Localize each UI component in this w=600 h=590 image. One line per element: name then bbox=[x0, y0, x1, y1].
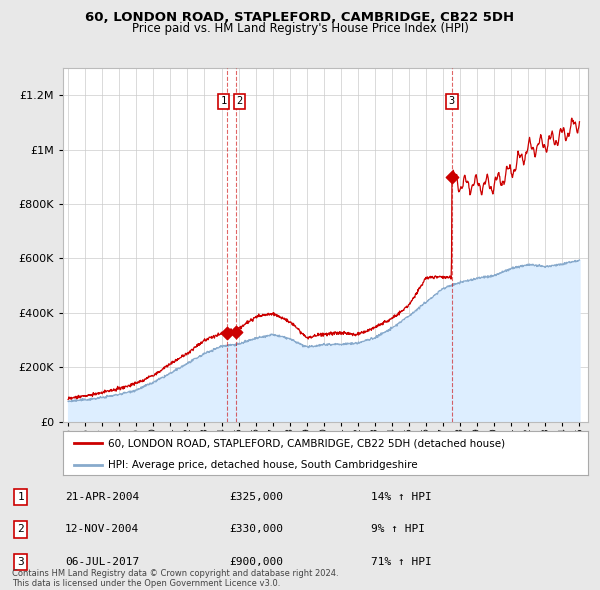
Text: HPI: Average price, detached house, South Cambridgeshire: HPI: Average price, detached house, Sout… bbox=[107, 460, 417, 470]
Text: 12-NOV-2004: 12-NOV-2004 bbox=[65, 525, 139, 535]
Text: £330,000: £330,000 bbox=[229, 525, 283, 535]
Point bbox=[447, 172, 457, 182]
Text: 60, LONDON ROAD, STAPLEFORD, CAMBRIDGE, CB22 5DH (detached house): 60, LONDON ROAD, STAPLEFORD, CAMBRIDGE, … bbox=[107, 438, 505, 448]
Text: 2: 2 bbox=[236, 96, 242, 106]
Text: 60, LONDON ROAD, STAPLEFORD, CAMBRIDGE, CB22 5DH: 60, LONDON ROAD, STAPLEFORD, CAMBRIDGE, … bbox=[85, 11, 515, 24]
Text: Price paid vs. HM Land Registry's House Price Index (HPI): Price paid vs. HM Land Registry's House … bbox=[131, 22, 469, 35]
Text: 3: 3 bbox=[17, 557, 24, 567]
Text: 1: 1 bbox=[221, 96, 227, 106]
Text: 3: 3 bbox=[449, 96, 455, 106]
Text: 2: 2 bbox=[17, 525, 24, 535]
Point bbox=[222, 329, 232, 338]
Text: 9% ↑ HPI: 9% ↑ HPI bbox=[371, 525, 425, 535]
Text: 14% ↑ HPI: 14% ↑ HPI bbox=[371, 492, 431, 502]
Text: Contains HM Land Registry data © Crown copyright and database right 2024.
This d: Contains HM Land Registry data © Crown c… bbox=[12, 569, 338, 588]
Point bbox=[232, 327, 241, 337]
Text: 1: 1 bbox=[17, 492, 24, 502]
Text: 21-APR-2004: 21-APR-2004 bbox=[65, 492, 139, 502]
Text: 71% ↑ HPI: 71% ↑ HPI bbox=[371, 557, 431, 567]
Text: £325,000: £325,000 bbox=[229, 492, 283, 502]
Text: £900,000: £900,000 bbox=[229, 557, 283, 567]
Text: 06-JUL-2017: 06-JUL-2017 bbox=[65, 557, 139, 567]
